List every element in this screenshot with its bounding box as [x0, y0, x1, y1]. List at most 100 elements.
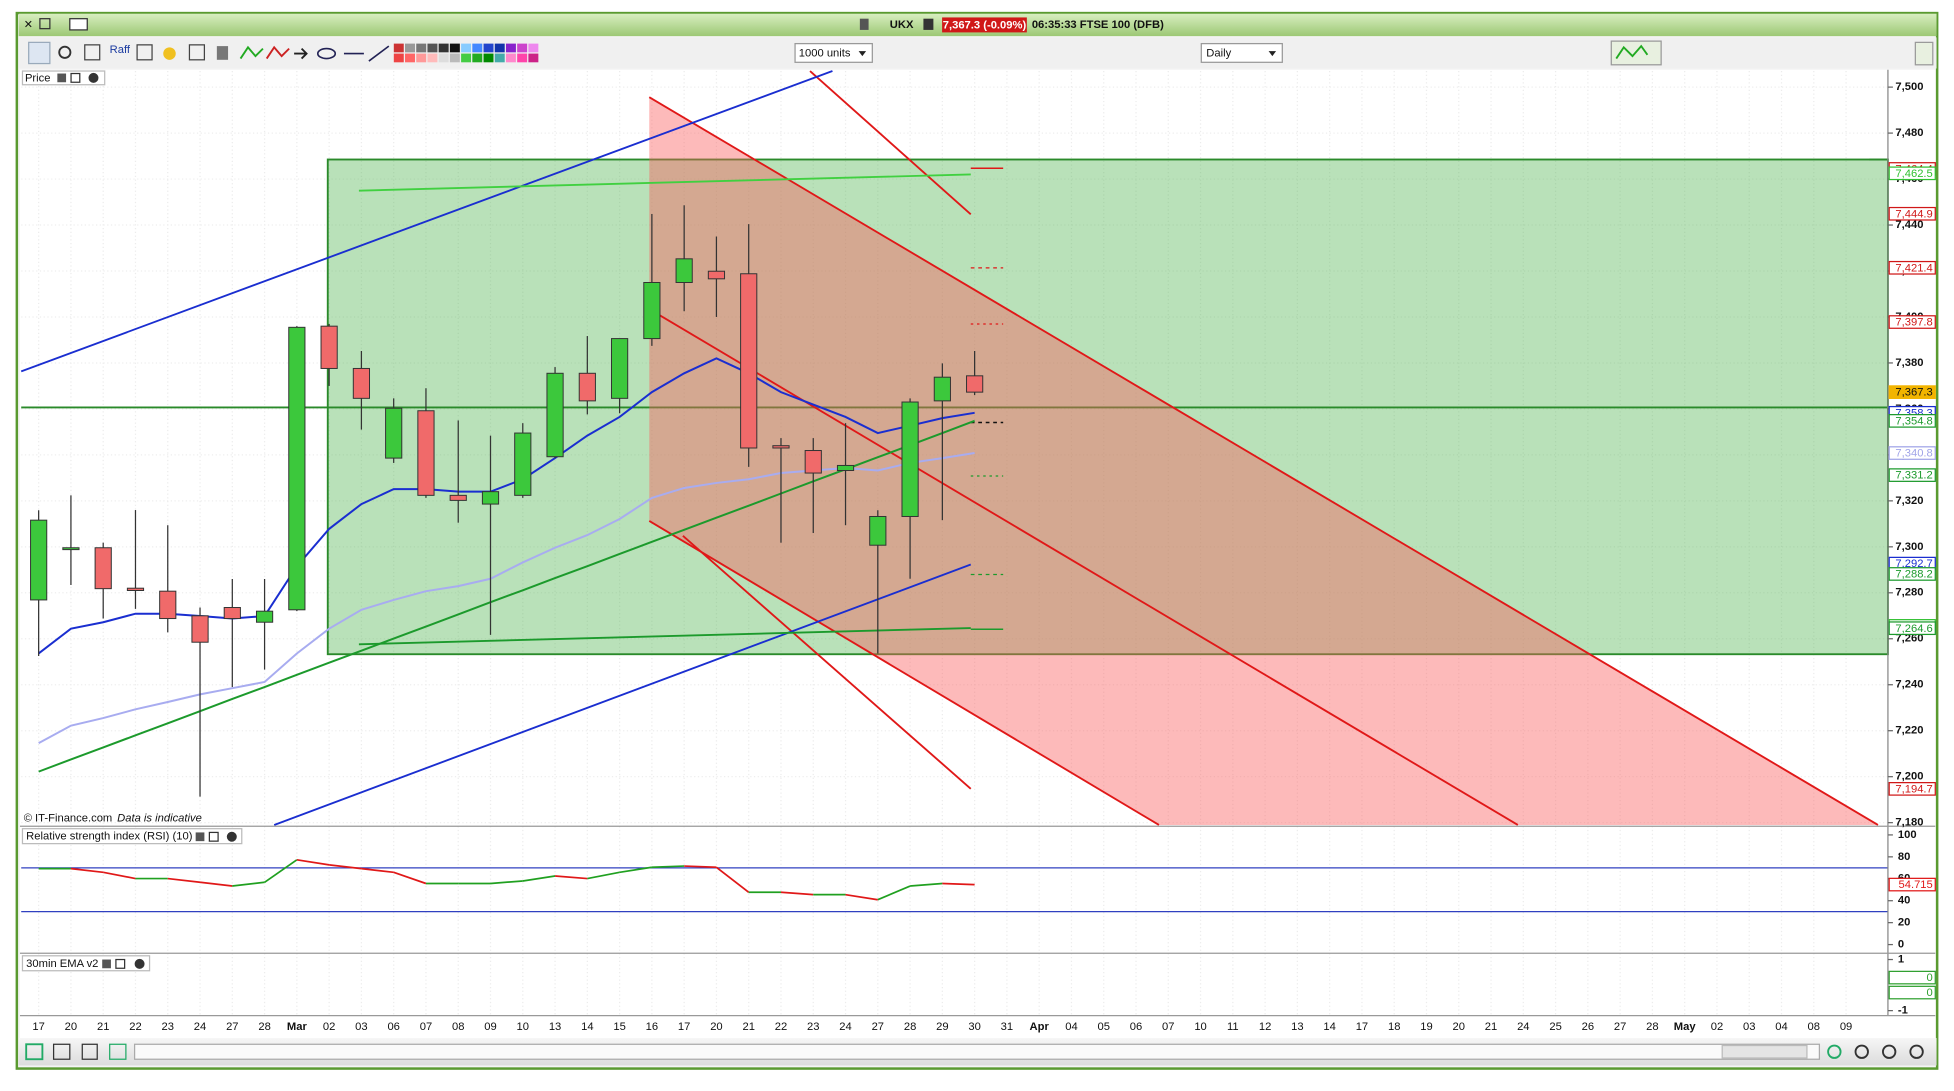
price-tag-label: 54.715	[1899, 879, 1933, 891]
x-tick-label: 21	[97, 1021, 109, 1033]
y-tick-label: 7,200	[1895, 771, 1923, 783]
color-palette[interactable]	[393, 43, 539, 63]
candle-body	[288, 326, 306, 611]
panel-maximize[interactable]	[208, 831, 219, 842]
price-tag	[1888, 260, 1936, 275]
tool-alert[interactable]	[163, 47, 176, 60]
dropdown-arrow	[1268, 51, 1277, 57]
nav-button[interactable]	[81, 1043, 98, 1060]
rsi-line	[199, 881, 233, 887]
y-tick-label: 7,500	[1895, 81, 1923, 93]
panel-maximize[interactable]	[115, 958, 126, 969]
panel-settings[interactable]	[195, 832, 205, 842]
side-button[interactable]	[1914, 41, 1934, 66]
x-tick-label: 27	[226, 1021, 238, 1033]
tool-text[interactable]	[136, 44, 153, 61]
price-tag	[1888, 970, 1936, 985]
moving-average	[38, 419, 975, 773]
phone-icon[interactable]	[859, 18, 869, 30]
x-tick-label: 07	[420, 1021, 432, 1033]
x-tick-label: 31	[1001, 1021, 1013, 1033]
price-tag-label: 7,264.6	[1895, 623, 1932, 635]
x-tick-label: 23	[807, 1021, 819, 1033]
zoom-box[interactable]	[1854, 1044, 1869, 1059]
info-icon[interactable]	[923, 18, 934, 30]
x-tick-label: 12	[1259, 1021, 1271, 1033]
nav-button[interactable]	[109, 1043, 127, 1060]
candle-body	[191, 615, 209, 643]
candle-body	[869, 515, 887, 546]
x-tick-label: 22	[775, 1021, 787, 1033]
tool-line2[interactable]	[265, 45, 290, 60]
rsi-line	[490, 880, 523, 885]
rsi-line	[522, 875, 556, 882]
close-button[interactable]: ✕	[24, 19, 33, 31]
x-tick-label: 24	[194, 1021, 206, 1033]
dropdown-arrow	[858, 51, 867, 57]
nav-button[interactable]	[25, 1043, 44, 1061]
y-tick-label: 7,320	[1895, 495, 1923, 507]
panel-close[interactable]	[134, 958, 145, 969]
panel-close[interactable]	[226, 831, 237, 842]
candle-body	[804, 450, 822, 474]
keyboard-button[interactable]	[69, 18, 88, 31]
tool-zoom[interactable]	[58, 45, 72, 59]
tool-raff[interactable]: Raff	[110, 44, 131, 56]
tool-settings[interactable]	[188, 44, 206, 61]
restore-button[interactable]	[39, 18, 51, 30]
panel-settings[interactable]	[57, 73, 67, 83]
tool-pointer[interactable]	[28, 41, 51, 65]
price-tag-label: 7,340.8	[1895, 448, 1932, 460]
disclaimer: Data is indicative	[117, 813, 202, 825]
x-tick-label: 06	[387, 1021, 399, 1033]
price-tag-label: 7,331.2	[1895, 470, 1932, 482]
zoom-in[interactable]	[1909, 1044, 1924, 1059]
x-tick-label: 18	[1388, 1021, 1400, 1033]
x-tick-label: 30	[968, 1021, 980, 1033]
tool-line[interactable]	[239, 45, 264, 60]
rsi-line	[264, 859, 298, 884]
x-tick-label: 02	[323, 1021, 335, 1033]
panel-maximize[interactable]	[70, 72, 81, 83]
price-tag-label: 7,367.3	[1895, 387, 1932, 399]
price-tag-label: 7,354.8	[1895, 415, 1932, 427]
x-tick-label: 27	[1614, 1021, 1626, 1033]
nav-button[interactable]	[52, 1043, 71, 1060]
x-tick-label: 13	[549, 1021, 561, 1033]
tool-delete[interactable]	[216, 46, 229, 60]
rsi-line	[780, 891, 814, 896]
interval-select[interactable]	[1200, 42, 1283, 63]
tool-ellipse[interactable]	[316, 47, 337, 60]
price-tag	[1888, 414, 1936, 428]
candle-body	[546, 372, 564, 458]
trend-line	[682, 535, 972, 790]
window-subtitle: 06:35:33 FTSE 100 (DFB)	[1032, 19, 1164, 31]
trend-line	[809, 70, 972, 216]
x-tick-label: 17	[32, 1021, 44, 1033]
tool-trend[interactable]	[368, 45, 390, 62]
x-tick-label: 28	[904, 1021, 916, 1033]
copyright: © IT-Finance.com	[24, 813, 113, 825]
tool-arrow[interactable]	[294, 47, 308, 60]
price-tag	[1888, 206, 1936, 221]
units-select-label: 1000 units	[799, 48, 851, 60]
panel-close[interactable]	[88, 72, 99, 83]
x-tick-label: 22	[129, 1021, 141, 1033]
price-tag-label: 0	[1927, 972, 1933, 984]
x-tick-label: 14	[1323, 1021, 1335, 1033]
zoom-fit[interactable]	[1827, 1044, 1842, 1059]
candle-body	[643, 281, 661, 340]
panel-settings[interactable]	[102, 959, 111, 969]
units-select[interactable]	[794, 42, 873, 63]
zoom-out[interactable]	[1882, 1044, 1897, 1059]
tool-draw[interactable]	[84, 44, 101, 61]
x-tick-label: 24	[839, 1021, 851, 1033]
fan-line	[648, 308, 1519, 826]
scrollbar[interactable]	[133, 1043, 1821, 1060]
candle-body	[320, 325, 338, 369]
y-tick-label: 0	[1898, 939, 1904, 951]
candle-body	[223, 607, 241, 620]
scrollbar-thumb[interactable]	[1721, 1044, 1808, 1059]
x-tick-label: 04	[1775, 1021, 1787, 1033]
